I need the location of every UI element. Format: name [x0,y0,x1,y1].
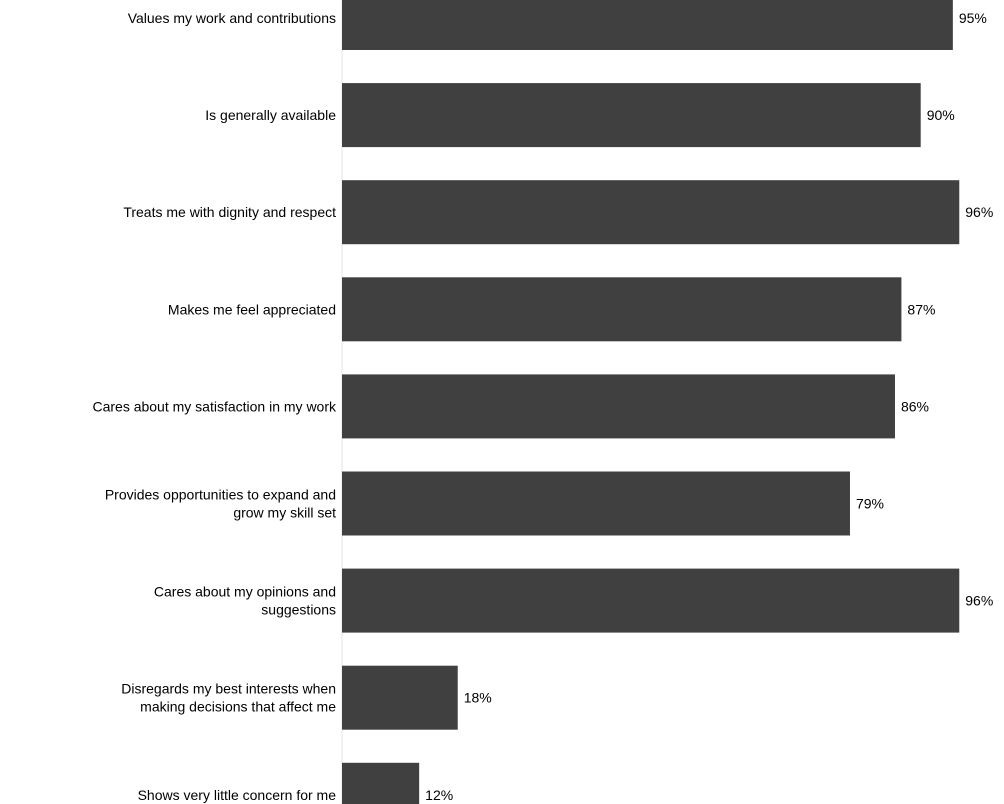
bar [342,0,953,50]
category-label-line: Makes me feel appreciated [168,301,336,317]
category-label-line: Disregards my best interests when [121,681,336,697]
category-label-line: Cares about my satisfaction in my work [92,398,337,414]
bar [342,665,458,730]
bar [342,277,902,342]
bar [342,374,895,439]
category-label-line: making decisions that affect me [140,699,336,715]
category-label: Cares about my satisfaction in my work [92,398,337,414]
bar-value-label: 86% [901,398,929,414]
category-label-line: grow my skill set [233,505,336,521]
bar-value-label: 79% [856,496,884,512]
bar [342,471,850,536]
category-label-line: Is generally available [205,107,336,123]
category-label: Makes me feel appreciated [168,301,336,317]
bar-value-label: 87% [907,301,935,317]
category-label-line: Treats me with dignity and respect [123,204,336,220]
bar-value-label: 12% [425,787,453,803]
category-label: Shows very little concern for me [138,787,337,803]
bar [342,180,960,245]
bar [342,762,420,804]
category-label: Cares about my opinions and suggestions [154,584,336,618]
category-label-line: Provides opportunities to expand and [105,487,336,503]
bar [342,568,960,633]
bar-value-label: 18% [464,690,492,706]
category-label: Provides opportunities to expand and grow… [105,487,336,521]
category-label-line: Cares about my opinions and [154,584,336,600]
category-label: Values my work and contributions [128,10,336,26]
bar-value-label: 95% [959,10,987,26]
category-label-line: suggestions [261,602,336,618]
bar-value-label: 96% [965,593,993,609]
category-label: Treats me with dignity and respect [123,204,336,220]
category-label-line: Shows very little concern for me [138,787,337,803]
category-label: Is generally available [205,107,336,123]
bar-value-label: 96% [965,204,993,220]
category-label-line: Values my work and contributions [128,10,336,26]
category-label: Disregards my best interests when making … [121,681,336,715]
bar-value-label: 90% [927,107,955,123]
bar [342,83,921,148]
